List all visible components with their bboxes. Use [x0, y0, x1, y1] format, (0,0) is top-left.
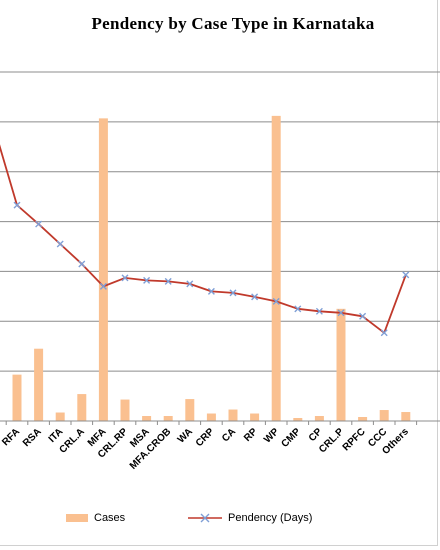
bar-rp — [250, 413, 260, 421]
line-series-pendency — [0, 144, 410, 337]
pendency-point-crl-a — [78, 260, 86, 268]
x-tick-label: WA — [176, 426, 195, 445]
pendency-point-wp — [272, 297, 280, 305]
pendency-point-crl-p — [337, 309, 345, 317]
bar-rpfc — [358, 417, 368, 421]
x-tick-label: CA — [220, 426, 238, 444]
bar-rsa — [34, 348, 44, 421]
bar-others — [401, 412, 411, 421]
bar-mfa-crob — [163, 416, 173, 421]
x-tick-label: RSA — [21, 426, 44, 449]
pendency-point-wa — [186, 280, 194, 288]
bar-rfa — [12, 374, 22, 421]
pendency-line — [0, 144, 407, 334]
gridlines — [0, 71, 440, 372]
bar-msa — [142, 416, 152, 421]
bar-wa — [185, 399, 195, 421]
chart-title: Pendency by Case Type in Karnataka — [91, 14, 375, 33]
x-tick-label: CRP — [194, 426, 217, 449]
legend-swatch-cases — [66, 514, 88, 522]
pendency-point-ita — [56, 240, 64, 248]
legend-item-cases: Cases — [66, 512, 125, 524]
bar-crl-p — [336, 308, 346, 421]
pendency-point-rfa — [13, 201, 21, 209]
pendency-point-cmp — [294, 305, 302, 313]
legend: Cases Pendency (Days) — [0, 512, 440, 532]
bar-crl-rp — [120, 399, 130, 421]
legend-item-pendency: Pendency (Days) — [188, 512, 312, 524]
x-tick-label: CMP — [279, 426, 303, 450]
x-tick-label: CRL.P — [317, 426, 346, 455]
bar-crl-a — [77, 394, 87, 421]
bar-ccc — [379, 410, 389, 421]
bar-cmp — [293, 418, 303, 421]
legend-swatch-pendency — [188, 513, 222, 523]
pendency-point-others — [402, 271, 410, 279]
bar-ca — [228, 409, 238, 421]
pendency-point-mfa-crob — [164, 277, 172, 285]
pendency-point-ca — [229, 289, 237, 297]
pendency-point-crl-rp — [121, 274, 129, 282]
pendency-point-cp — [315, 307, 323, 315]
pendency-point-msa — [143, 276, 151, 284]
legend-label-cases: Cases — [94, 512, 126, 524]
bar-ita — [55, 412, 65, 421]
x-tick-label: RFA — [0, 426, 22, 448]
bar-wp — [271, 115, 281, 422]
pendency-point-crp — [207, 287, 215, 295]
pendency-point-rp — [251, 293, 259, 301]
x-axis — [0, 420, 440, 425]
pendency-point-rpfc — [359, 312, 367, 320]
x-tick-label: RPFC — [341, 426, 368, 453]
bar-cp — [314, 416, 324, 421]
x-tick-label: RP — [242, 426, 260, 444]
legend-label-pendency: Pendency (Days) — [228, 512, 313, 524]
bar-crp — [206, 413, 216, 421]
bar-series-cases — [12, 115, 411, 422]
bar-mfa — [98, 118, 108, 422]
pendency-point-mfa — [99, 282, 107, 290]
pendency-point-ccc — [380, 329, 388, 337]
pendency-point-rsa — [35, 220, 43, 228]
